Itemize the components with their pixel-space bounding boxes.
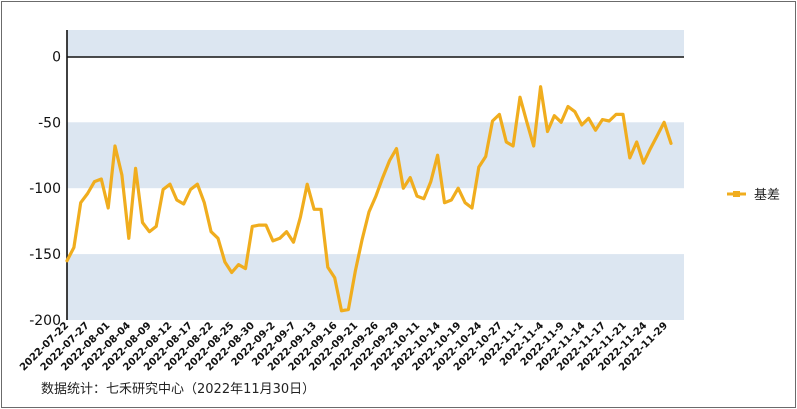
background-bands bbox=[67, 30, 684, 320]
series-line-0 bbox=[65, 85, 673, 313]
source-note: 数据统计：七禾研究中心（2022年11月30日） bbox=[41, 382, 316, 397]
grid-band-2 bbox=[67, 254, 684, 320]
legend: 基差 bbox=[727, 188, 780, 203]
grid-band-1 bbox=[67, 122, 684, 189]
legend-marker bbox=[733, 191, 740, 197]
x-tick-labels: 2022-07-222022-07-272022-08-012022-08-04… bbox=[18, 320, 670, 373]
y-tick-label: -100 bbox=[29, 181, 61, 197]
grid-band-0 bbox=[67, 30, 684, 57]
y-tick-label: -200 bbox=[29, 313, 61, 329]
series-layer bbox=[65, 85, 673, 313]
y-tick-label: -50 bbox=[38, 115, 61, 131]
y-tick-labels: 0 -50 -100 -150 -200 bbox=[29, 49, 61, 329]
y-tick-label: 0 bbox=[52, 49, 61, 65]
y-tick-label: -150 bbox=[29, 247, 61, 263]
legend-label: 基差 bbox=[754, 188, 780, 203]
